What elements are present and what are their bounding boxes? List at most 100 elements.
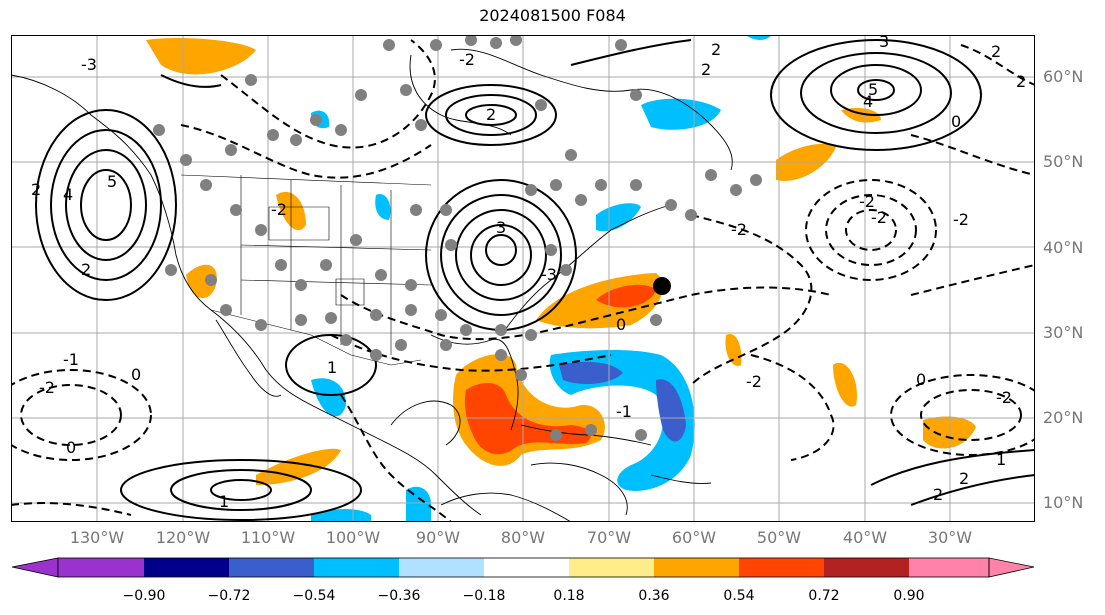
contour-label: 2 <box>81 260 91 279</box>
lat-label: 10°N <box>1043 493 1084 512</box>
lon-label: 110°W <box>240 528 296 547</box>
lat-label: 20°N <box>1043 408 1084 427</box>
colorbar-bin <box>229 558 314 577</box>
positive-shade <box>256 448 341 485</box>
colorbar-tick: 0.36 <box>638 588 670 604</box>
colorbar-tick: −0.18 <box>462 588 506 604</box>
negative-shade <box>746 35 771 40</box>
significance-dots <box>153 35 762 441</box>
map-panel: 5 4 2 2 3 2 5 4 3 2 2 2 2 -2 -2 -2 -2 -2… <box>11 35 1035 522</box>
contour-label: 5 <box>107 172 117 191</box>
colorbar-bin <box>314 558 399 577</box>
contour-label: 1 <box>219 492 229 511</box>
contour-label: 2 <box>701 60 711 79</box>
negative-shade <box>406 486 431 522</box>
colorbar <box>0 555 1105 615</box>
contour-label: -2 <box>39 378 55 397</box>
contour-label: -2 <box>871 208 887 227</box>
colorbar-bin <box>909 558 989 577</box>
contour-label: -2 <box>859 192 875 211</box>
lon-label: 60°W <box>671 528 717 547</box>
colorbar-tick: 0.18 <box>553 588 585 604</box>
contour-label: -2 <box>731 220 747 239</box>
contour-label: 1 <box>996 450 1006 469</box>
lon-label: 40°W <box>842 528 888 547</box>
contour-label: 0 <box>66 438 76 457</box>
contour-label: 2 <box>933 485 943 504</box>
negative-shade <box>596 203 641 232</box>
lat-label: 60°N <box>1043 67 1084 86</box>
contour-label: -2 <box>746 372 762 391</box>
positive-strong <box>596 284 656 308</box>
colorbar-svg <box>11 557 1035 578</box>
colorbar-bin <box>484 558 569 577</box>
colorbar-tick: −0.36 <box>377 588 421 604</box>
colorbar-bin <box>58 558 144 577</box>
positive-shade <box>725 334 742 366</box>
colorbar-bin <box>739 558 824 577</box>
storm-marker <box>653 277 671 295</box>
lon-label: 120°W <box>155 528 211 547</box>
contour-label: -2 <box>953 210 969 229</box>
contour-label: -2 <box>271 200 287 219</box>
contour-label: -1 <box>63 350 79 369</box>
contour-label: 0 <box>916 370 926 389</box>
contour-label: 2 <box>1016 72 1026 91</box>
contour-label: -3 <box>81 55 97 74</box>
contour-label: 2 <box>31 180 41 199</box>
contour-label: 3 <box>496 218 506 237</box>
positive-shade <box>833 362 857 407</box>
contour-label: 2 <box>991 42 1001 61</box>
contour-label: 3 <box>879 35 889 51</box>
colorbar-tick: 0.54 <box>723 588 755 604</box>
contour-label: 1 <box>327 358 337 377</box>
negative-shade <box>311 509 371 522</box>
contour-label: 2 <box>711 40 721 59</box>
contour-label: 0 <box>131 365 141 384</box>
coastlines <box>11 48 733 522</box>
contour-label: 2 <box>959 469 969 488</box>
lat-label: 50°N <box>1043 152 1084 171</box>
colorbar-tick: −0.54 <box>292 588 336 604</box>
contour-label: 5 <box>868 80 878 99</box>
colorbar-bin <box>144 558 229 577</box>
borders <box>180 174 432 366</box>
lat-label: 40°N <box>1043 238 1084 257</box>
colorbar-extend-high <box>988 557 1035 578</box>
positive-shade <box>146 38 256 75</box>
colorbar-tick: −0.72 <box>207 588 251 604</box>
contour-label: -2 <box>459 50 475 69</box>
colorbar-bin <box>569 558 654 577</box>
colorbar-bin <box>654 558 739 577</box>
colorbar-tick: −0.90 <box>122 588 166 604</box>
lon-label: 70°W <box>586 528 632 547</box>
contour-label: 2 <box>486 105 496 124</box>
contour-label: -2 <box>996 388 1012 407</box>
positive-shade <box>186 264 217 299</box>
lon-label: 130°W <box>69 528 125 547</box>
contour-label: 0 <box>616 315 626 334</box>
colorbar-extend-low <box>11 557 59 578</box>
map-svg: 5 4 2 2 3 2 5 4 3 2 2 2 2 -2 -2 -2 -2 -2… <box>11 35 1035 522</box>
negative-shade <box>641 98 721 130</box>
contour-label: 4 <box>63 185 73 204</box>
contour-label: -3 <box>541 265 557 284</box>
lon-label: 80°W <box>500 528 546 547</box>
lon-label: 50°W <box>756 528 802 547</box>
contours-negative <box>11 39 1035 522</box>
lon-label: 30°W <box>927 528 973 547</box>
contour-label: -1 <box>616 402 632 421</box>
colorbar-bin <box>824 558 909 577</box>
contour-label: 0 <box>951 112 961 131</box>
lon-label: 100°W <box>325 528 381 547</box>
negative-shade <box>375 194 391 220</box>
negative-strong <box>559 361 623 385</box>
contour-labels: 5 4 2 2 3 2 5 4 3 2 2 2 2 -2 -2 -2 -2 -2… <box>31 35 1026 511</box>
negative-shade <box>311 378 346 417</box>
colorbar-tick: 0.90 <box>893 588 925 604</box>
contour-label: 4 <box>863 92 873 111</box>
map-frame <box>11 35 1035 522</box>
colorbar-bin <box>399 558 484 577</box>
colorbar-tick: 0.72 <box>808 588 840 604</box>
lon-label: 90°W <box>415 528 461 547</box>
